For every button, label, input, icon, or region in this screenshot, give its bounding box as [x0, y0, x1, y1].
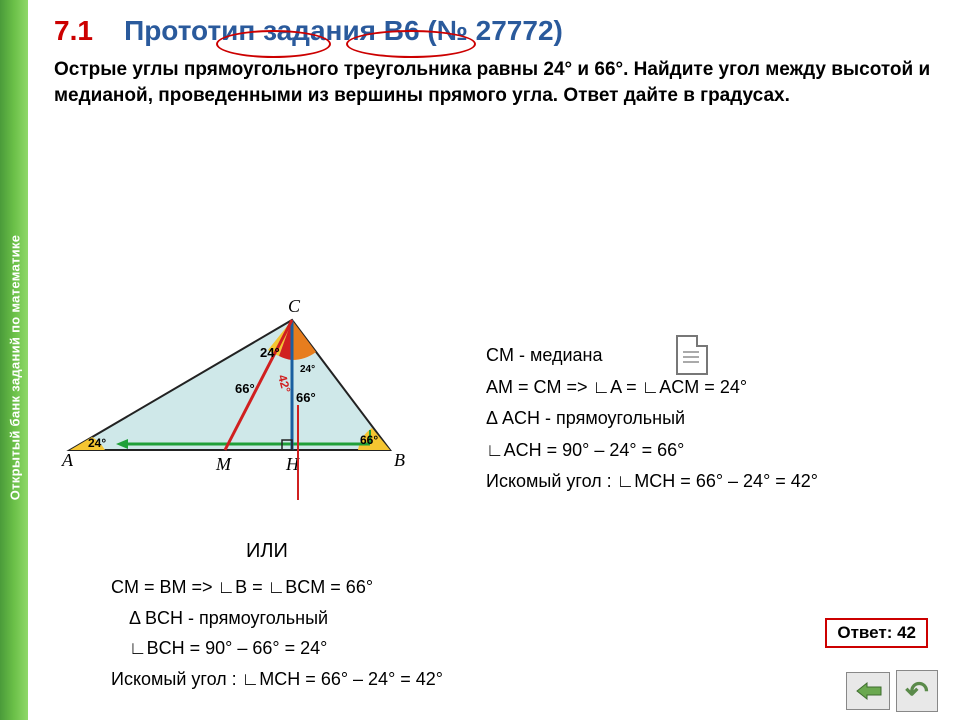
svg-text:66°: 66°	[296, 390, 316, 405]
svg-text:M: M	[215, 454, 232, 474]
solution-block-1: CM - медиана AM = CM => ∟A = ∟ACM = 24° …	[486, 340, 818, 498]
svg-text:C: C	[288, 296, 301, 316]
problem-statement: Острые углы прямоугольного треугольника …	[54, 57, 936, 108]
sidebar-label: Открытый банк заданий по математике	[8, 223, 23, 513]
svg-text:66°: 66°	[235, 381, 255, 396]
sidebar: Открытый банк заданий по математике	[0, 0, 28, 720]
sol2-line1: CM = BM => ∟B = ∟BCM = 66°	[111, 572, 443, 603]
or-label: ИЛИ	[246, 540, 288, 563]
svg-text:24°: 24°	[260, 345, 280, 360]
sol2-line2: Δ BCH - прямоугольный	[129, 603, 443, 634]
title-number: 7.1	[54, 15, 93, 46]
svg-text:24°: 24°	[300, 364, 315, 375]
sol1-line3: Δ ACH - прямоугольный	[486, 403, 818, 435]
slide-title: 7.1 Прототип задания B6 (№ 27772)	[54, 15, 936, 47]
svg-text:66°: 66°	[360, 433, 378, 447]
sol2-line3: ∟BCH = 90° – 66° = 24°	[129, 633, 443, 664]
nav-undo-button[interactable]: ↶	[896, 670, 938, 712]
svg-text:B: B	[394, 450, 405, 470]
svg-text:A: A	[61, 450, 74, 470]
sol1-line4: ∟ACH = 90° – 24° = 66°	[486, 435, 818, 467]
solution-block-2: CM = BM => ∟B = ∟BCM = 66° Δ BCH - прямо…	[111, 572, 443, 694]
title-text: Прототип задания B6 (№ 27772)	[124, 15, 563, 46]
nav-prev-button[interactable]	[846, 672, 890, 710]
slide-content: 7.1 Прототип задания B6 (№ 27772) Острые…	[36, 0, 956, 720]
nav-controls: ↶	[846, 670, 938, 712]
triangle-diagram: A B C M H 24° 66° 24° 24° 66° 66° 42°	[60, 280, 420, 500]
answer-box: Ответ: 42	[825, 618, 928, 648]
sol1-line1: CM - медиана	[486, 340, 818, 372]
sol1-line2: AM = CM => ∟A = ∟ACM = 24°	[486, 372, 818, 404]
svg-text:24°: 24°	[88, 436, 106, 450]
sol1-line5: Искомый угол : ∟MCH = 66° – 24° = 42°	[486, 466, 818, 498]
sol2-line4: Искомый угол : ∟MCH = 66° – 24° = 42°	[111, 664, 443, 695]
